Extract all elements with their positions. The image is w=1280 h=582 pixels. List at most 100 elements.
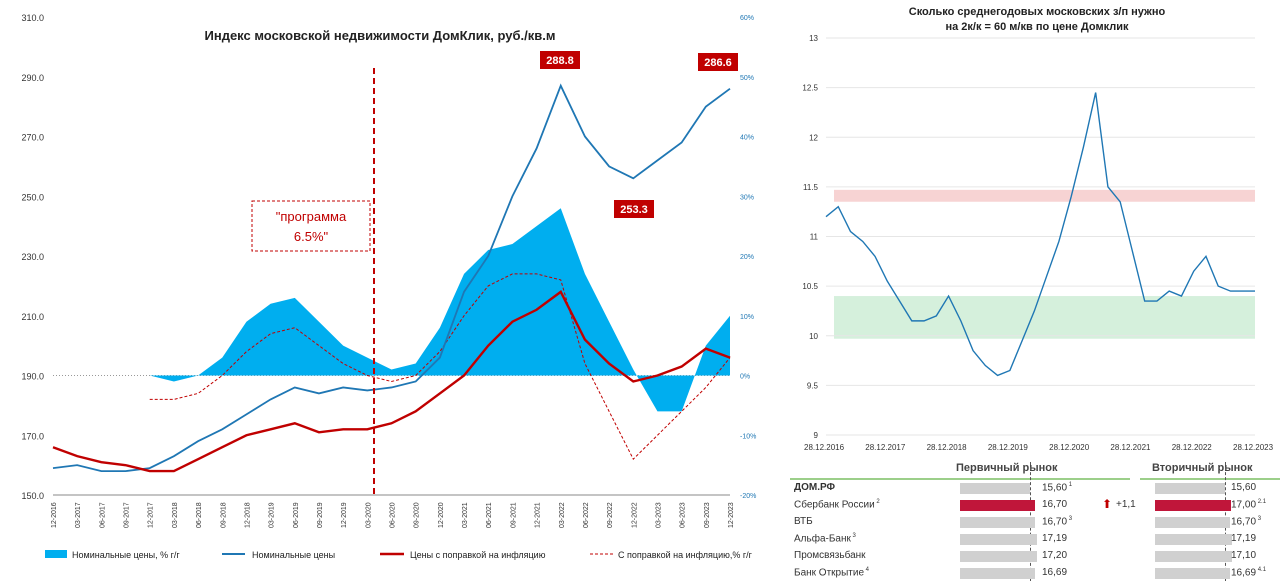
left-legend: Номинальные цены, % г/г Номинальные цены… bbox=[45, 550, 753, 560]
x-tick-label: 03-2023 bbox=[655, 502, 662, 528]
secondary-rate-value: 17,10 bbox=[1231, 550, 1257, 561]
trough-label-box bbox=[614, 200, 654, 218]
legend-label-real: Цены с поправкой на инфляцию bbox=[410, 550, 546, 560]
secondary-footnote: 2.1 bbox=[1256, 499, 1267, 505]
x-tick-label: 12-2023 bbox=[728, 502, 735, 528]
primary-header-rule bbox=[790, 478, 1130, 480]
secondary-rate-bar bbox=[1155, 500, 1231, 511]
y-right-tick-label: -20% bbox=[740, 493, 756, 500]
real-price-line bbox=[52, 290, 731, 473]
y-right-tick-label: 10% bbox=[740, 314, 754, 321]
primary-rate-bar bbox=[960, 483, 1030, 494]
x-tick-label: 28.12.2020 bbox=[1049, 443, 1090, 452]
y-right-tick-label: 40% bbox=[740, 135, 754, 142]
primary-rate-value: 17,20 bbox=[1042, 550, 1068, 561]
x-tick-label: 03-2020 bbox=[365, 502, 372, 528]
y-left-tick-label: 270.0 bbox=[21, 133, 44, 143]
trough-label: 253.3 bbox=[620, 204, 648, 216]
x-tick-label: 09-2022 bbox=[607, 502, 614, 528]
bank-footnote: 2 bbox=[874, 499, 880, 505]
x-tick-label: 28.12.2021 bbox=[1110, 443, 1151, 452]
y-right-tick-label: 0% bbox=[740, 374, 750, 381]
rate-row: ДОМ.РФ 15,60 1 15,60 bbox=[790, 480, 1280, 497]
x-tick-label: 12-2017 bbox=[148, 502, 155, 528]
secondary-rate-bar bbox=[1155, 534, 1232, 545]
threshold-band bbox=[834, 189, 1255, 202]
x-tick-label: 06-2017 bbox=[99, 502, 106, 528]
y-right-tick-label: 50% bbox=[740, 75, 754, 82]
secondary-header-rule bbox=[1140, 478, 1280, 480]
y-left-tick-label: 170.0 bbox=[21, 431, 44, 441]
legend-label-nominal: Номинальные цены bbox=[252, 550, 335, 560]
y-tick-label: 13 bbox=[809, 34, 818, 43]
y-left-tick-label: 250.0 bbox=[21, 192, 44, 202]
x-tick-label: 06-2022 bbox=[583, 502, 590, 528]
last-label: 286.6 bbox=[704, 57, 732, 69]
program-label-box bbox=[251, 200, 371, 252]
x-tick-label: 09-2018 bbox=[220, 502, 227, 528]
right-chart-subtitle: на 2к/к = 60 м/кв по цене Домклик bbox=[945, 21, 1129, 33]
secondary-rate-value: 17,00 2.1 bbox=[1231, 499, 1267, 511]
x-tick-label: 06-2019 bbox=[293, 502, 300, 528]
primary-rate-bar bbox=[960, 568, 1035, 579]
y-right-tick-label: -10% bbox=[740, 433, 756, 440]
y-left-tick-label: 290.0 bbox=[21, 73, 44, 83]
y-right-tick-label: 30% bbox=[740, 194, 754, 201]
ratio-line bbox=[825, 92, 1255, 377]
rate-row: ВТБ 16,70 3 16,70 3 bbox=[790, 514, 1280, 531]
secondary-rate-value: 16,69 4.1 bbox=[1231, 567, 1267, 579]
primary-rate-bar bbox=[960, 500, 1035, 511]
x-tick-label: 09-2019 bbox=[317, 502, 324, 528]
primary-rate-bar bbox=[960, 517, 1035, 528]
bank-name: Сбербанк России 2 bbox=[794, 499, 880, 511]
bank-name: ДОМ.РФ bbox=[794, 482, 836, 493]
rate-row: Промсвязьбанк 17,20 17,10 bbox=[790, 548, 1280, 565]
x-tick-label: 03-2022 bbox=[559, 502, 566, 528]
salary-ratio-chart: Сколько среднегодовых московских з/п нуж… bbox=[802, 6, 1274, 452]
y-tick-label: 10.5 bbox=[802, 282, 818, 291]
up-arrow-icon: ⬆ bbox=[1102, 497, 1113, 511]
x-tick-label: 28.12.2017 bbox=[865, 443, 906, 452]
primary-rate-value: 15,60 1 bbox=[1042, 482, 1073, 494]
y-left-tick-label: 210.0 bbox=[21, 312, 44, 322]
secondary-rate-bar bbox=[1155, 483, 1225, 494]
nominal-price-line bbox=[52, 83, 731, 473]
yoy-nominal-area bbox=[149, 208, 730, 412]
x-tick-label: 28.12.2018 bbox=[927, 443, 968, 452]
program-label-line2: 6.5%" bbox=[294, 229, 329, 244]
x-tick-label: 12-2016 bbox=[51, 502, 58, 528]
mortgage-rate-table: Первичный рынок Вторичный рынок ДОМ.РФ 15… bbox=[790, 462, 1280, 581]
secondary-rate-value: 15,60 bbox=[1231, 482, 1257, 493]
legend-label-area: Номинальные цены, % г/г bbox=[72, 550, 180, 560]
x-tick-label: 12-2022 bbox=[631, 502, 638, 528]
secondary-rate-value: 17,19 bbox=[1231, 533, 1257, 544]
x-tick-label: 28.12.2022 bbox=[1172, 443, 1213, 452]
bank-name: ВТБ bbox=[794, 516, 813, 527]
y-tick-label: 10 bbox=[809, 332, 818, 341]
primary-market-header: Первичный рынок bbox=[956, 462, 1058, 474]
right-chart-title: Сколько среднегодовых московских з/п нуж… bbox=[909, 6, 1166, 18]
bank-footnote: 3 bbox=[850, 533, 856, 539]
x-tick-label: 12-2020 bbox=[438, 502, 445, 528]
secondary-rate-bar bbox=[1155, 517, 1230, 528]
secondary-footnote: 3 bbox=[1256, 516, 1262, 522]
secondary-rate-bar bbox=[1155, 551, 1232, 562]
rate-row: Банк Открытие 4 16,69 16,69 4.1 bbox=[790, 565, 1280, 582]
x-tick-label: 03-2021 bbox=[462, 502, 469, 528]
x-tick-label: 12-2021 bbox=[535, 502, 542, 528]
primary-rate-value: 16,70 bbox=[1042, 499, 1068, 510]
threshold-band bbox=[834, 296, 1255, 339]
primary-footnote: 1 bbox=[1067, 482, 1073, 488]
real-yoy-line bbox=[149, 273, 731, 460]
rate-row: Альфа-Банк 3 17,19 17,19 bbox=[790, 531, 1280, 548]
secondary-footnote: 4.1 bbox=[1256, 567, 1267, 573]
secondary-rate-bar bbox=[1155, 568, 1230, 579]
x-tick-label: 09-2023 bbox=[704, 502, 711, 528]
x-tick-label: 28.12.2023 bbox=[1233, 443, 1274, 452]
y-tick-label: 9.5 bbox=[807, 381, 819, 390]
x-tick-label: 03-2017 bbox=[75, 502, 82, 528]
secondary-market-header: Вторичный рынок bbox=[1152, 462, 1253, 474]
bank-name: Промсвязьбанк bbox=[794, 550, 866, 561]
x-tick-label: 09-2020 bbox=[414, 502, 421, 528]
left-chart-title: Индекс московской недвижимости ДомКлик, … bbox=[205, 28, 556, 43]
